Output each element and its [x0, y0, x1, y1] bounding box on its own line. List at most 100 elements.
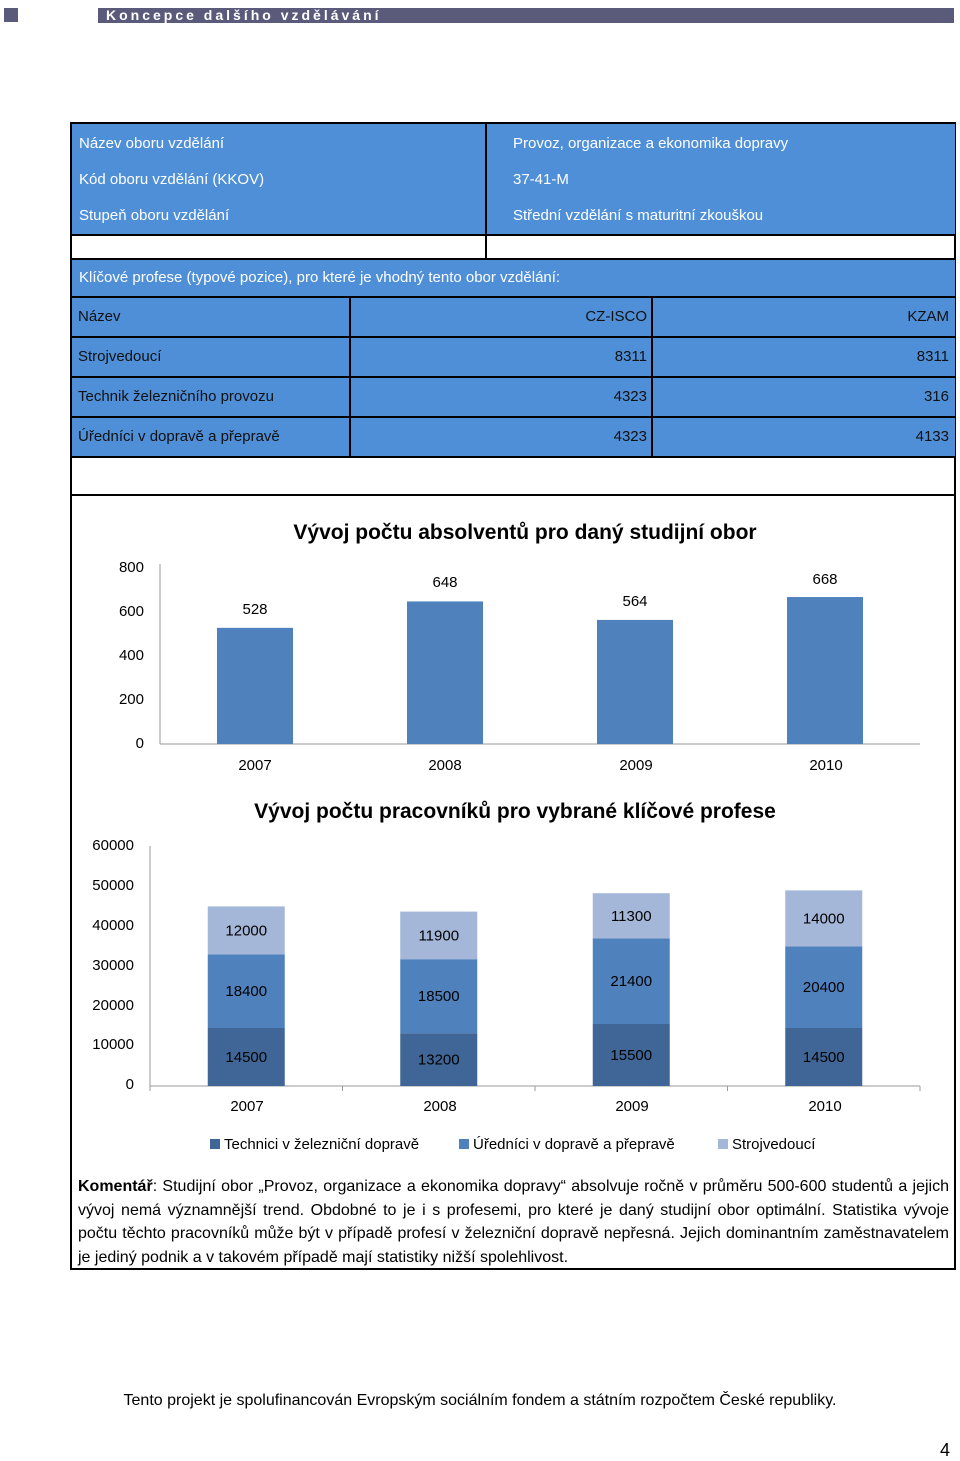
legend-item: Úředníci v dopravě a přepravě — [459, 1136, 675, 1153]
legend-item: Technici v železniční dopravě — [210, 1136, 419, 1153]
header-title: Koncepce dalšího vzdělávání — [106, 7, 382, 23]
professions-header-row: Název CZ-ISCO KZAM — [72, 298, 955, 336]
table-line — [72, 376, 955, 378]
info-bottom-line — [72, 234, 955, 236]
chart2-title: Vývoj počtu pracovníků pro vybrané klíčo… — [254, 800, 776, 823]
legend-item: Strojvedoucí — [718, 1136, 815, 1153]
chart2-xtick: 2008 — [423, 1098, 457, 1115]
chart2-ytick: 0 — [125, 1076, 134, 1093]
chart2-xtick: 2009 — [615, 1098, 649, 1115]
chart2-bar-segment — [400, 911, 478, 960]
chart2-data-label: 11900 — [418, 927, 459, 944]
chart2-plot: 14500 18400 12000 13200 18500 11900 15500 21400… — [149, 846, 921, 1091]
row-kzam: 316 — [923, 388, 949, 405]
chart2-bar-segment — [400, 959, 478, 1034]
chart2-data-label: 14500 — [803, 1049, 845, 1066]
chart2-bar-segment — [400, 1033, 478, 1086]
chart2-ytick: 30000 — [92, 957, 134, 974]
chart-top-line — [72, 494, 955, 496]
chart2-data-label: 15500 — [610, 1047, 652, 1064]
chart1-ytick: 800 — [118, 559, 144, 576]
chart1-ytick: 400 — [118, 647, 144, 664]
row-czisco: 8311 — [614, 348, 647, 365]
chart1-plot: 528 648 564 668 — [159, 564, 920, 745]
chart2-data-label: 18400 — [225, 983, 267, 1000]
table-row: Technik železničního provozu 4323 316 — [72, 378, 955, 416]
table-line — [72, 296, 955, 298]
professions-title: Klíčové profese (typové pozice), pro kte… — [79, 269, 561, 286]
chart2-data-label: 20400 — [803, 979, 845, 996]
chart2-data-label: 18500 — [418, 988, 460, 1005]
col-header-czisco: CZ-ISCO — [585, 308, 647, 325]
chart2-ytick: 60000 — [92, 837, 134, 854]
chart2-xtick: 2007 — [230, 1098, 264, 1115]
chart2-data-label: 11300 — [611, 908, 652, 925]
chart2-data-label: 13200 — [418, 1052, 460, 1069]
chart2-bar-segment — [785, 1028, 863, 1086]
legend-label: Strojvedoucí — [732, 1136, 816, 1153]
chart2-bar-segment — [785, 890, 863, 947]
chart1-bar — [407, 601, 483, 744]
row-czisco: 4323 — [613, 428, 647, 445]
chart2-bar-segment — [592, 938, 670, 1024]
row-kzam: 4133 — [915, 428, 949, 445]
chart1-bar — [597, 619, 673, 744]
chart2-ytick: 50000 — [92, 877, 134, 894]
table-line — [72, 456, 955, 458]
info-divider — [485, 124, 487, 259]
table-line — [72, 416, 955, 418]
legend-label: Technici v železniční dopravě — [224, 1136, 420, 1153]
chart1-bar — [787, 597, 863, 744]
chart1-title: Vývoj počtu absolventů pro daný studijní… — [293, 521, 757, 544]
header-bar — [98, 8, 954, 23]
info-value-code: 37-41-M — [513, 171, 569, 188]
row-name: Úředníci v dopravě a přepravě — [78, 428, 280, 445]
chart1-ytick: 600 — [118, 603, 144, 620]
chart1-xtick: 2010 — [809, 757, 843, 774]
chart1-data-label: 668 — [812, 571, 837, 588]
chart1-ytick: 0 — [135, 735, 144, 752]
row-name: Technik železničního provozu — [78, 388, 274, 405]
chart2-bar-segment — [207, 1028, 285, 1086]
comment-label: Komentář — [78, 1178, 153, 1195]
row-name: Strojvedoucí — [78, 348, 162, 365]
footer-text: Tento projekt je spolufinancován Evropsk… — [123, 1392, 837, 1409]
professions-block — [72, 260, 955, 296]
info-block — [72, 124, 955, 235]
table-line — [72, 336, 955, 338]
row-kzam: 8311 — [916, 348, 949, 365]
content-frame — [70, 122, 956, 1270]
comment-text: : Studijní obor „Provoz, organizace a ek… — [78, 1178, 949, 1266]
legend-swatch-icon — [210, 1139, 220, 1149]
chart2-bar-segment — [785, 946, 863, 1028]
header-square-icon — [4, 8, 18, 22]
info-label-level: Stupeň oboru vzdělání — [79, 207, 230, 224]
table-col-line — [349, 298, 351, 456]
legend-swatch-icon — [718, 1139, 728, 1149]
row-czisco: 4323 — [613, 388, 647, 405]
chart1-xtick: 2008 — [428, 757, 462, 774]
info-label-code: Kód oboru vzdělání (KKOV) — [79, 171, 265, 188]
table-row: Úředníci v dopravě a přepravě 4323 4133 — [72, 418, 955, 456]
chart2-bar-segment — [592, 893, 670, 939]
chart2-ytick: 40000 — [92, 917, 134, 934]
prof-top-line — [72, 258, 955, 260]
chart2-data-label: 12000 — [225, 922, 267, 939]
page-number: 4 — [939, 1440, 950, 1460]
legend-label: Úředníci v dopravě a přepravě — [473, 1136, 675, 1153]
chart1-xtick: 2009 — [619, 757, 653, 774]
chart1-ytick: 200 — [118, 691, 144, 708]
info-value-level: Střední vzdělání s maturitní zkouškou — [513, 207, 764, 224]
legend-swatch-icon — [459, 1139, 469, 1149]
table-row: Strojvedoucí 8311 8311 — [72, 338, 955, 376]
chart1-bar — [217, 627, 293, 744]
comment-paragraph: Komentář: Studijní obor „Provoz, organiz… — [78, 1175, 949, 1269]
col-header-kzam: KZAM — [907, 308, 949, 325]
chart2-xtick: 2010 — [808, 1098, 842, 1115]
chart2-bar-segment — [207, 954, 285, 1028]
col-header-name: Název — [78, 308, 121, 325]
chart2-ytick: 10000 — [92, 1036, 134, 1053]
chart1-data-label: 648 — [432, 574, 457, 591]
chart2-data-label: 14000 — [803, 910, 845, 927]
chart2-bar-segment — [592, 1024, 670, 1086]
